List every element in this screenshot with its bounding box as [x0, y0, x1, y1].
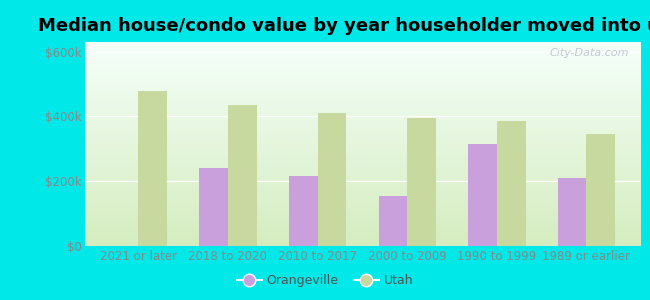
Bar: [497, 121, 525, 246]
Bar: [289, 176, 318, 246]
Bar: [558, 178, 586, 246]
Text: City-Data.com: City-Data.com: [550, 48, 629, 58]
Bar: [468, 144, 497, 246]
Bar: [138, 91, 167, 246]
Bar: [318, 113, 346, 246]
Legend: Orangeville, Utah: Orangeville, Utah: [231, 269, 419, 292]
Bar: [228, 105, 257, 246]
Title: Median house/condo value by year householder moved into unit: Median house/condo value by year househo…: [38, 17, 650, 35]
Bar: [378, 196, 407, 246]
Bar: [586, 134, 615, 246]
Bar: [407, 118, 436, 246]
Bar: [200, 168, 228, 246]
